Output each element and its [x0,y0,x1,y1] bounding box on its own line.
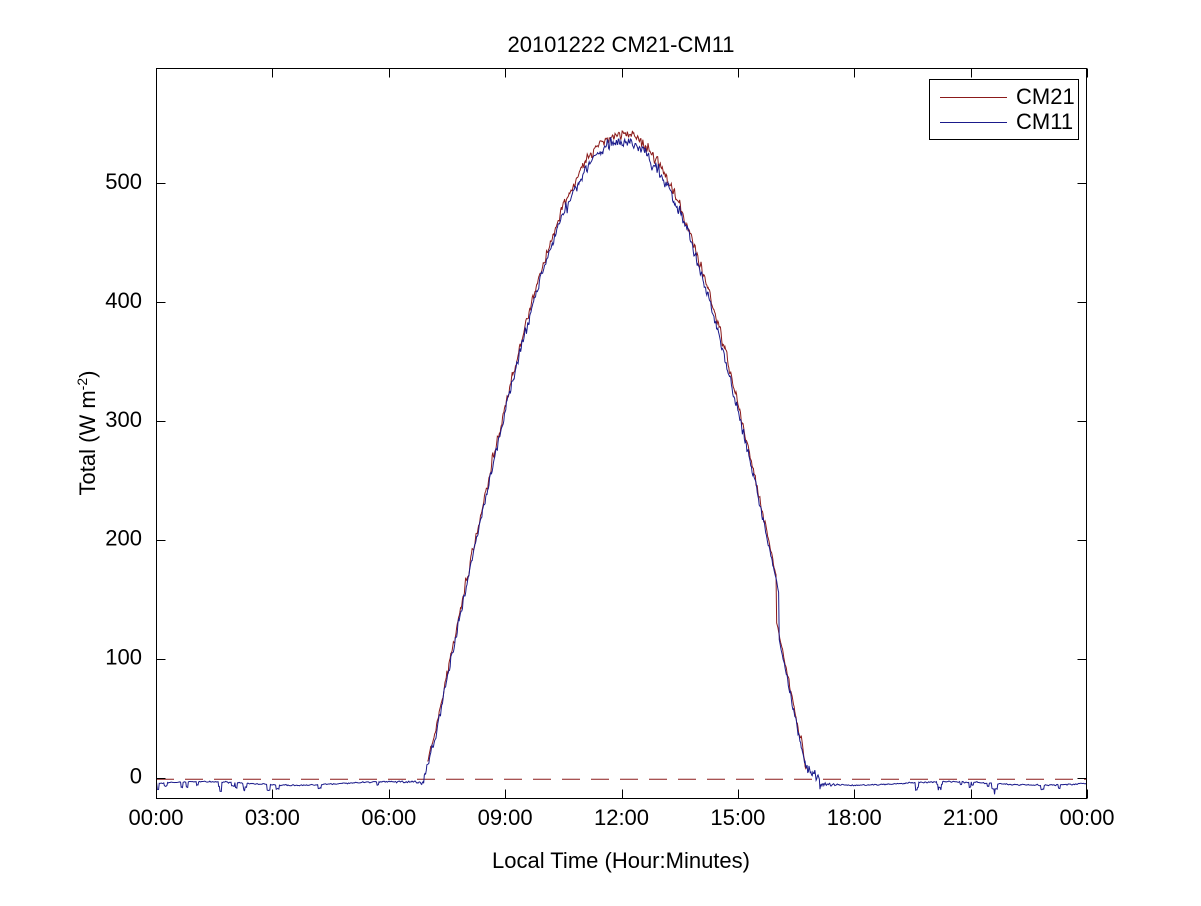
svg-text:12:00: 12:00 [594,805,649,830]
svg-text:15:00: 15:00 [710,805,765,830]
svg-text:00:00: 00:00 [128,805,183,830]
svg-text:300: 300 [105,407,142,432]
svg-text:CM11: CM11 [1016,109,1073,134]
svg-text:00:00: 00:00 [1059,805,1114,830]
svg-text:500: 500 [105,169,142,194]
svg-text:400: 400 [105,288,142,313]
svg-text:21:00: 21:00 [943,805,998,830]
svg-text:CM21: CM21 [1016,84,1075,109]
svg-text:100: 100 [105,645,142,670]
svg-text:Local Time (Hour:Minutes): Local Time (Hour:Minutes) [492,848,750,873]
svg-text:09:00: 09:00 [478,805,533,830]
svg-text:20101222 CM21-CM11: 20101222 CM21-CM11 [507,32,734,57]
svg-text:03:00: 03:00 [245,805,300,830]
svg-text:0: 0 [130,764,142,789]
svg-text:06:00: 06:00 [361,805,416,830]
svg-text:200: 200 [105,526,142,551]
svg-text:18:00: 18:00 [827,805,882,830]
